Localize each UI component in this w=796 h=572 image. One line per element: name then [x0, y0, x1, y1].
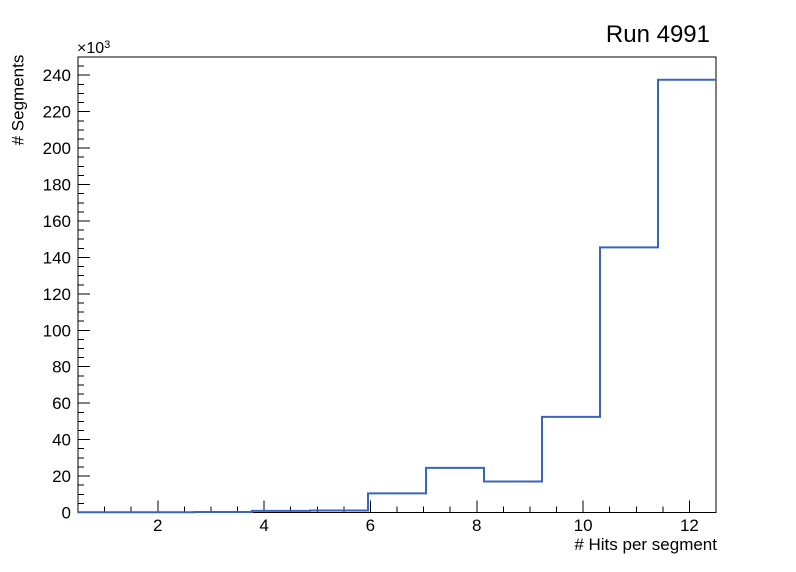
y-tick-label: 160 [43, 212, 71, 231]
x-tick-label: 8 [472, 516, 481, 535]
y-tick-label: 80 [52, 358, 71, 377]
axis-tick-labels: 2 4 6 8 10 1202040608010012014016018020022024… [43, 66, 699, 535]
x-tick-label: 10 [574, 516, 593, 535]
y-tick-label: 180 [43, 176, 71, 195]
y-tick-label: 140 [43, 248, 71, 267]
histogram-line [78, 78, 716, 514]
y-tick-label: 200 [43, 139, 71, 158]
y-tick-label: 40 [52, 431, 71, 450]
x-axis-title: # Hits per segment [574, 535, 717, 554]
x-tick-label: 4 [259, 516, 268, 535]
y-tick-label: 0 [62, 504, 71, 523]
y-tick-label: 240 [43, 66, 71, 85]
x-tick-label: 6 [366, 516, 375, 535]
frame-rect [77, 56, 717, 513]
y-tick-label: 20 [52, 467, 71, 486]
y-tick-label: 60 [52, 394, 71, 413]
plot-frame [77, 56, 717, 513]
x-tick-label: 2 [153, 516, 162, 535]
y-tick-label: 100 [43, 321, 71, 340]
y-axis-multiplier: ×103 [77, 40, 110, 57]
histogram-series [78, 78, 716, 514]
y-axis-multiplier-exponent: 3 [104, 39, 111, 51]
y-tick-label: 220 [43, 103, 71, 122]
chart-title: Run 4991 [605, 21, 710, 48]
y-axis-multiplier-base: ×10 [77, 40, 105, 57]
y-tick-label: 120 [43, 285, 71, 304]
axis-ticks [78, 65, 690, 513]
x-tick-label: 12 [680, 516, 699, 535]
